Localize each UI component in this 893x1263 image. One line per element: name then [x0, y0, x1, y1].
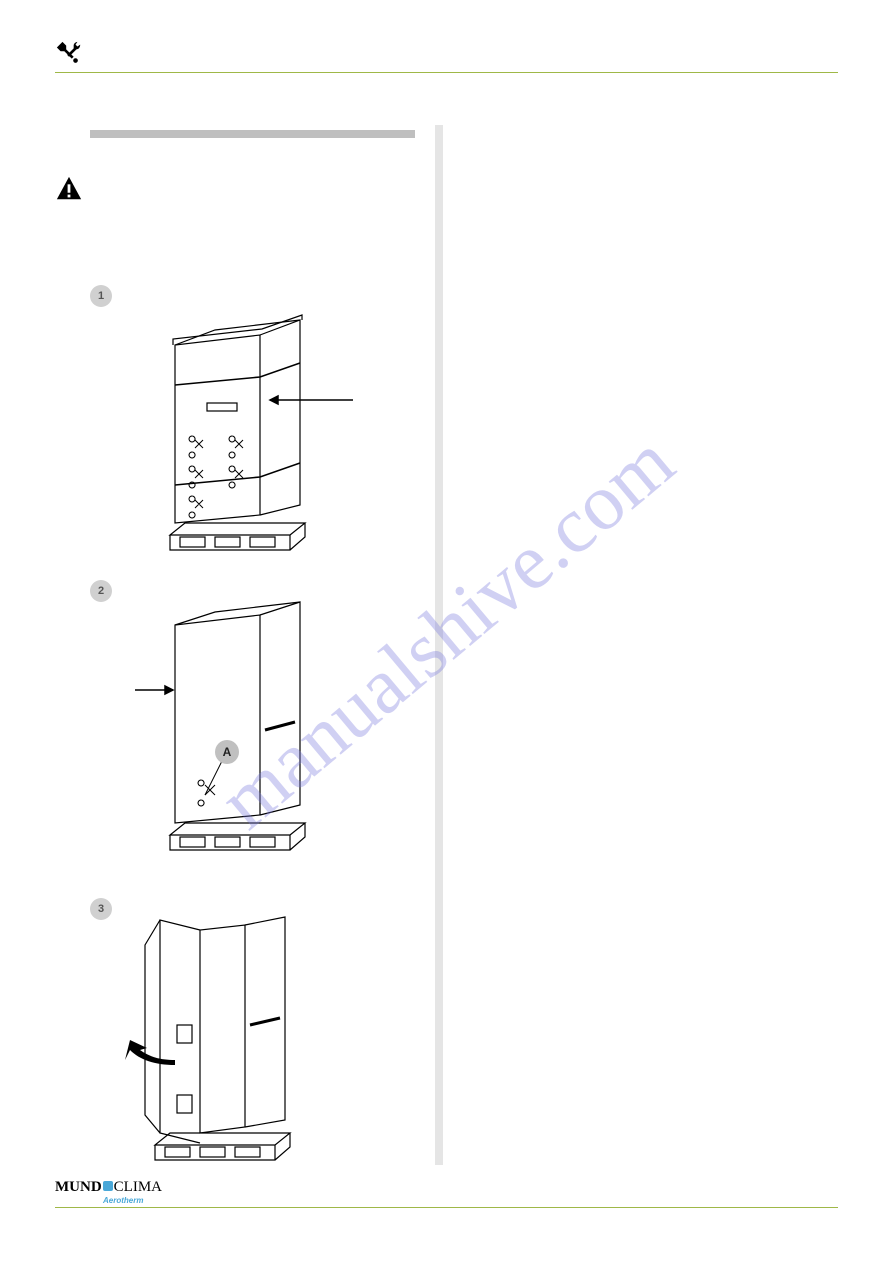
footer-rule	[55, 1207, 838, 1208]
step-number: 3	[90, 898, 112, 920]
figure-3	[125, 915, 325, 1170]
page-footer: MUND CLIMA Aerotherm	[55, 1179, 838, 1208]
brand-left: MUND	[55, 1179, 102, 1196]
brand-right: CLIMA	[114, 1179, 162, 1196]
section-bar	[90, 130, 415, 138]
figure-1	[135, 305, 365, 570]
warning-icon	[55, 175, 83, 203]
step-number: 1	[90, 285, 112, 307]
brand-logo: MUND CLIMA	[55, 1179, 162, 1196]
step-label: 2	[98, 585, 104, 597]
snowflake-icon	[103, 1181, 113, 1191]
brand-subtitle: Aerotherm	[103, 1196, 143, 1205]
marker-label: A	[223, 745, 232, 759]
figure-2: A	[135, 600, 365, 870]
step-label: 3	[98, 903, 104, 915]
step-number: 2	[90, 580, 112, 602]
marker-a: A	[215, 740, 239, 764]
header-rule	[55, 40, 838, 73]
step-label: 1	[98, 290, 104, 302]
tools-icon	[55, 40, 83, 68]
column-divider	[435, 125, 443, 1165]
